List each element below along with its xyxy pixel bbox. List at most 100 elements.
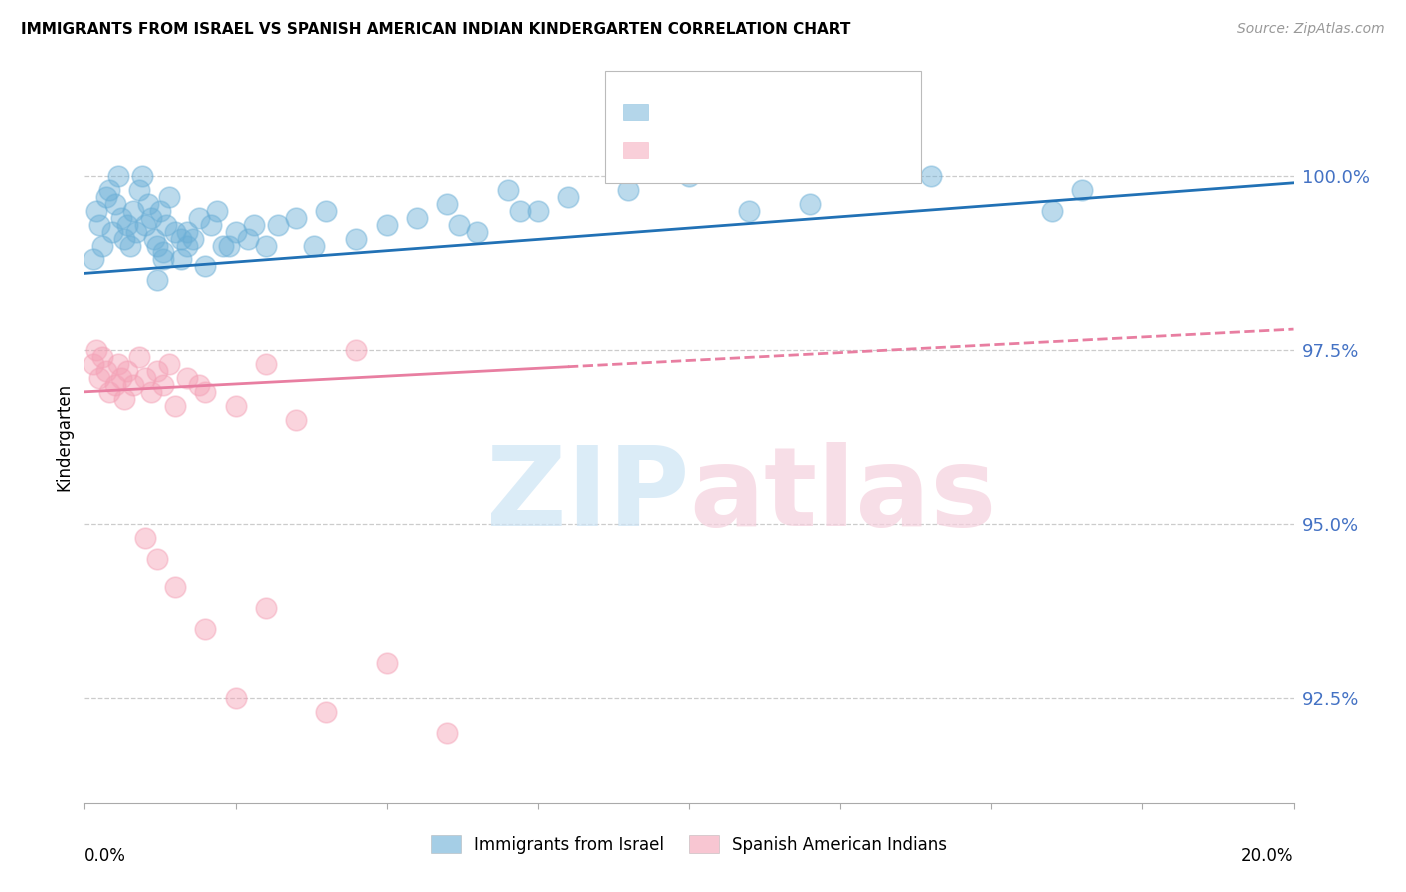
Point	[188, 211, 211, 225]
Point	[254, 238, 277, 252]
Point	[112, 392, 135, 406]
Point	[617, 183, 640, 197]
Point	[254, 600, 277, 615]
Point	[285, 412, 308, 426]
Point	[82, 357, 104, 371]
Point	[225, 225, 247, 239]
Point	[315, 203, 337, 218]
Point	[152, 245, 174, 260]
Point	[94, 190, 117, 204]
Point	[285, 211, 308, 225]
Point	[218, 238, 240, 252]
Text: R = 0.050   N = 35: R = 0.050 N = 35	[659, 141, 844, 159]
Point	[509, 203, 531, 218]
Point	[165, 580, 187, 594]
Point	[91, 238, 114, 252]
Point	[176, 371, 198, 385]
Point	[97, 384, 120, 399]
Point	[738, 203, 761, 218]
Point	[125, 225, 148, 239]
Point	[91, 350, 114, 364]
Point	[254, 357, 277, 371]
Point	[86, 343, 108, 357]
Point	[920, 169, 942, 183]
Point	[128, 183, 150, 197]
Point	[134, 371, 156, 385]
Text: Source: ZipAtlas.com: Source: ZipAtlas.com	[1237, 22, 1385, 37]
Point	[115, 364, 138, 378]
Point	[194, 260, 217, 274]
Point	[134, 531, 156, 545]
Point	[176, 238, 198, 252]
Point	[236, 231, 259, 245]
Point	[115, 218, 138, 232]
Point	[170, 231, 193, 245]
Point	[110, 211, 132, 225]
Point	[112, 231, 135, 245]
Point	[121, 377, 143, 392]
Point	[157, 357, 180, 371]
Point	[207, 203, 229, 218]
Point	[134, 218, 156, 232]
Point	[449, 218, 471, 232]
Point	[139, 211, 162, 225]
Point	[188, 377, 211, 392]
Point	[467, 225, 489, 239]
Point	[89, 371, 111, 385]
Point	[194, 622, 217, 636]
Point	[104, 377, 127, 392]
Point	[94, 364, 117, 378]
Point	[181, 231, 204, 245]
Point	[225, 399, 247, 413]
Point	[139, 384, 162, 399]
Text: ZIP: ZIP	[485, 442, 689, 549]
Point	[82, 252, 104, 267]
Point	[152, 377, 174, 392]
Point	[152, 252, 174, 267]
Point	[107, 169, 129, 183]
Point	[165, 399, 187, 413]
Point	[436, 196, 458, 211]
Point	[194, 384, 217, 399]
Point	[170, 252, 193, 267]
Point	[375, 218, 398, 232]
Point	[436, 726, 458, 740]
Point	[136, 196, 159, 211]
Point	[315, 705, 337, 719]
Point	[118, 238, 141, 252]
Point	[146, 552, 169, 566]
Point	[527, 203, 550, 218]
Point	[200, 218, 222, 232]
Point	[346, 231, 368, 245]
Point	[89, 218, 111, 232]
Point	[100, 225, 122, 239]
Text: atlas: atlas	[689, 442, 997, 549]
Text: IMMIGRANTS FROM ISRAEL VS SPANISH AMERICAN INDIAN KINDERGARTEN CORRELATION CHART: IMMIGRANTS FROM ISRAEL VS SPANISH AMERIC…	[21, 22, 851, 37]
Point	[146, 364, 169, 378]
Text: 0.0%: 0.0%	[84, 847, 127, 864]
Point	[104, 196, 127, 211]
Point	[678, 169, 700, 183]
Point	[375, 657, 398, 671]
Point	[799, 196, 821, 211]
Point	[131, 169, 153, 183]
Point	[97, 183, 120, 197]
Point	[121, 203, 143, 218]
Text: 20.0%: 20.0%	[1241, 847, 1294, 864]
Point	[212, 238, 235, 252]
Point	[1040, 203, 1063, 218]
Point	[176, 225, 198, 239]
Point	[267, 218, 290, 232]
Point	[128, 350, 150, 364]
Point	[346, 343, 368, 357]
Point	[142, 231, 165, 245]
Legend: Immigrants from Israel, Spanish American Indians: Immigrants from Israel, Spanish American…	[425, 829, 953, 860]
Point	[146, 238, 169, 252]
Point	[146, 273, 169, 287]
Point	[1071, 183, 1094, 197]
Point	[242, 218, 264, 232]
Text: R = 0.490   N = 66: R = 0.490 N = 66	[659, 103, 844, 120]
Point	[155, 218, 177, 232]
Point	[225, 691, 247, 706]
Point	[165, 225, 187, 239]
